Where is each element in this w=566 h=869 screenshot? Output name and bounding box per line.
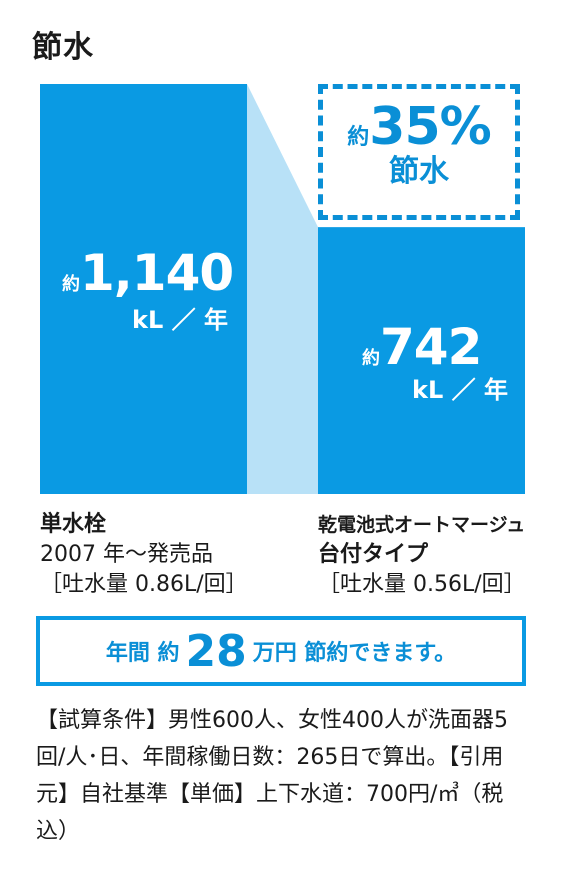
bar-single-faucet: [40, 84, 247, 494]
savings-callout: 約35% 節水: [318, 84, 520, 220]
category-spec: ［吐水量 0.56L/回］: [318, 572, 526, 597]
bar-chart: [40, 84, 525, 494]
approx-mark: 約: [62, 274, 80, 295]
savings-label: 節水: [389, 154, 449, 189]
summary-amount: 28: [185, 625, 247, 677]
bar-value-label-automage: 約742: [362, 318, 482, 376]
category-name: 単水栓: [40, 512, 107, 537]
bar-value: 742: [380, 318, 482, 376]
page-title: 節水: [32, 30, 94, 65]
savings-percent: 35%: [369, 97, 491, 157]
category-label-single-faucet: 単水栓 2007 年～発売品 ［吐水量 0.86L/回］: [40, 510, 248, 600]
summary-prefix: 年間 約: [105, 641, 180, 666]
calculation-conditions: 【試算条件】男性600人、女性400人が洗面器5回/人･日、年間稼働日数：265…: [36, 708, 508, 844]
savings-approx: 約: [347, 125, 370, 150]
annual-savings-box: 年間 約 28 万円 節約できます。: [36, 616, 526, 686]
bar-unit-label: kL ／ 年: [412, 376, 508, 404]
summary-suffix: 万円 節約できます。: [252, 641, 457, 666]
bar-value: 1,140: [80, 244, 234, 302]
category-label-automage: 乾電池式オートマージュ 台付タイプ ［吐水量 0.56L/回］: [318, 510, 526, 600]
bar-unit-label: kL ／ 年: [132, 306, 228, 334]
category-spec: ［吐水量 0.86L/回］: [40, 572, 248, 597]
bar-value-label-single-faucet: 約1,140: [62, 244, 234, 302]
category-name: 乾電池式オートマージュ: [318, 514, 526, 536]
bar-automage: [318, 227, 525, 494]
approx-mark: 約: [362, 348, 380, 369]
category-subline: 台付タイプ: [318, 542, 429, 567]
category-subline: 2007 年～発売品: [40, 542, 213, 567]
reduction-connector: [247, 84, 318, 494]
